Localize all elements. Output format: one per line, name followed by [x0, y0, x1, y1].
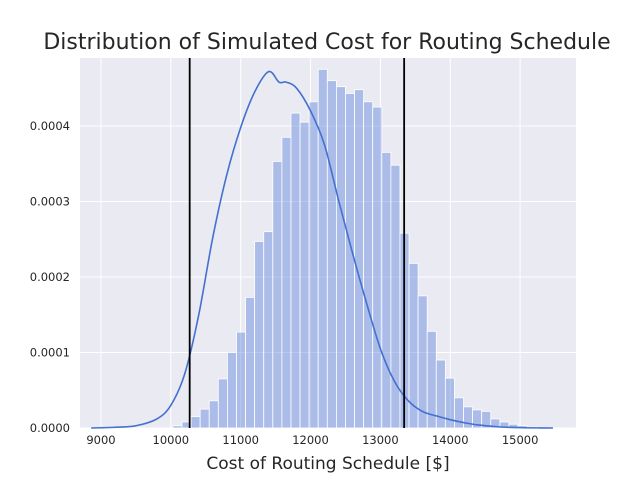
histogram-bar: [308, 101, 319, 429]
histogram-bar: [381, 151, 392, 429]
y-tick-label: 0.0002: [30, 270, 70, 284]
histogram-bar: [372, 106, 383, 429]
y-axis-ticks: 0.0000 0.0001 0.0002 0.0003 0.0004: [30, 119, 70, 435]
x-axis-ticks: 9000 10000 11000 12000 13000 14000 15000: [86, 433, 538, 447]
histogram-bar: [454, 397, 464, 429]
x-tick-label: 15000: [502, 433, 539, 447]
histogram-bar: [463, 406, 474, 429]
histogram-bar: [299, 121, 310, 429]
histogram-bar: [190, 416, 201, 429]
histogram-bar: [208, 400, 219, 429]
interval-lines: [188, 58, 406, 428]
x-tick-label: 9000: [86, 433, 115, 447]
x-tick-label: 13000: [362, 433, 399, 447]
plot-area: [80, 58, 576, 428]
x-axis-label: Cost of Routing Schedule [$]: [206, 454, 449, 474]
histogram-bar: [417, 295, 428, 429]
y-tick-label: 0.0001: [30, 345, 70, 359]
x-tick-label: 11000: [222, 433, 259, 447]
histogram-bar: [199, 408, 210, 429]
histogram-bar: [281, 136, 292, 429]
histogram-bar: [172, 425, 183, 429]
histogram-bar: [290, 112, 301, 429]
histogram-bar: [236, 331, 246, 429]
histogram-bar: [363, 101, 374, 429]
y-tick-label: 0.0000: [30, 421, 70, 435]
histogram-bar: [263, 231, 274, 429]
histogram-bars: [172, 68, 564, 429]
y-tick-label: 0.0003: [30, 194, 70, 208]
grid-lines: [80, 58, 576, 429]
histogram-bar: [335, 86, 346, 429]
histogram-bar: [254, 241, 265, 429]
x-tick-label: 12000: [292, 433, 329, 447]
histogram-bar: [326, 80, 337, 429]
kde-curve: [91, 70, 553, 429]
histogram-bar: [217, 378, 228, 429]
x-tick-label: 10000: [153, 433, 190, 447]
histogram-bar: [317, 68, 328, 429]
y-tick-label: 0.0004: [30, 119, 70, 133]
chart-title: Distribution of Simulated Cost for Routi…: [43, 30, 610, 55]
histogram-bar: [354, 89, 365, 429]
histogram-bar: [272, 161, 283, 429]
histogram-bar: [245, 296, 256, 429]
histogram-bar: [345, 93, 355, 429]
histogram-bar: [227, 352, 237, 429]
x-tick-label: 14000: [432, 433, 469, 447]
